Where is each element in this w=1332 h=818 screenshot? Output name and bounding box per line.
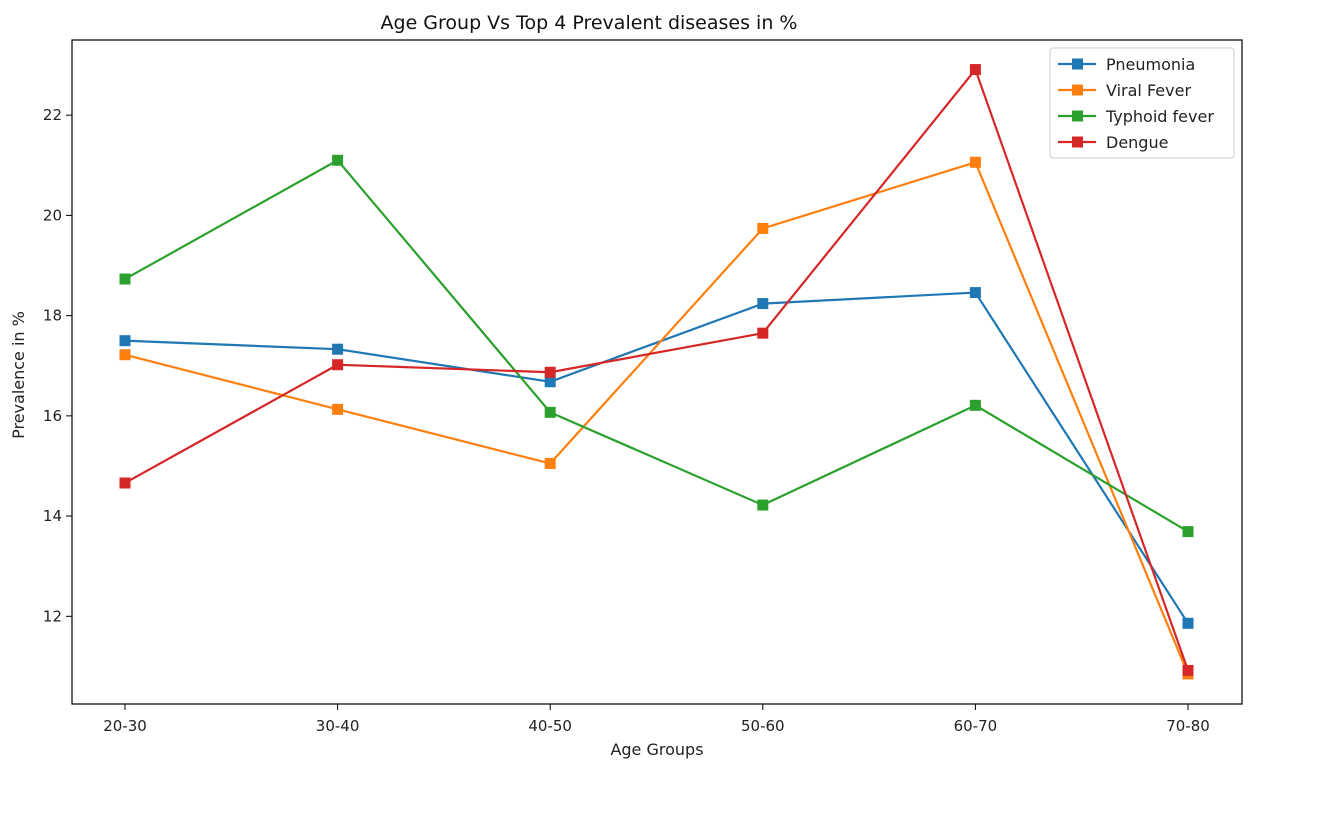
data-point-pneumonia [119,335,131,347]
x-tick-label: 20-30 [103,717,147,735]
y-tick-label: 12 [43,607,62,625]
legend: Pneumonia Viral Fever Typhoid fever Dengue [1049,47,1235,159]
data-point-pneumonia [757,298,769,310]
data-point-pneumonia [1182,617,1194,629]
data-point-typhoid-fever [119,273,131,285]
series-layer [119,64,1194,680]
y-axis-title: Prevalence in % [9,311,28,439]
data-point-viral-fever [757,222,769,234]
series-line-pneumonia [124,291,1189,624]
legend-label-typhoid-fever: Typhoid fever [1105,107,1214,126]
data-point-dengue [1182,664,1194,676]
plot-area [71,39,1243,705]
y-tick-label: 14 [43,507,62,525]
series-line-viral-fever [124,161,1190,675]
data-point-viral-fever [332,403,344,415]
series-line-typhoid-fever [124,159,1189,533]
data-point-dengue [332,359,344,371]
legend-swatch-marker-dengue [1072,136,1083,148]
legend-swatch-marker-typhoid-fever [1072,110,1083,122]
data-point-dengue [119,477,131,489]
x-tick-label: 60-70 [954,717,998,735]
y-tick-label: 20 [43,206,62,224]
chart-title: Age Group Vs Top 4 Prevalent diseases in… [381,12,798,34]
y-tick-label: 18 [43,307,62,325]
data-point-typhoid-fever [332,154,344,166]
y-axis: 12 14 16 18 20 22 [43,106,72,625]
data-point-typhoid-fever [757,499,769,511]
series-line-dengue [124,68,1190,671]
data-point-dengue [757,327,769,339]
data-point-typhoid-fever [969,399,981,411]
legend-label-pneumonia: Pneumonia [1106,55,1195,74]
data-point-viral-fever [119,349,131,361]
legend-swatch-marker-viral-fever [1072,84,1083,96]
legend-swatch-marker-pneumonia [1072,58,1083,70]
y-tick-label: 16 [43,407,62,425]
data-point-dengue [544,366,556,378]
plot-frame [71,39,1243,705]
data-point-viral-fever [969,156,981,168]
legend-box [1049,47,1235,159]
data-point-typhoid-fever [1182,526,1194,538]
x-tick-label: 40-50 [528,717,572,735]
x-tick-label: 50-60 [741,717,785,735]
x-axis-title: Age Groups [610,740,703,759]
data-point-pneumonia [969,287,981,299]
data-point-typhoid-fever [544,406,556,418]
series-pneumonia [119,287,1194,629]
legend-label-viral-fever: Viral Fever [1106,81,1191,100]
x-tick-label: 70-80 [1166,717,1210,735]
data-point-pneumonia [332,343,344,355]
data-point-pneumonia [544,376,556,388]
series-dengue [119,64,1194,676]
y-tick-label: 22 [43,106,62,124]
data-point-viral-fever [544,457,556,469]
x-tick-label: 30-40 [316,717,360,735]
legend-label-dengue: Dengue [1106,133,1168,152]
x-axis: 20-30 30-40 40-50 50-60 60-70 70-80 [103,704,1210,735]
data-point-dengue [969,64,981,76]
series-typhoid-fever [119,154,1194,538]
